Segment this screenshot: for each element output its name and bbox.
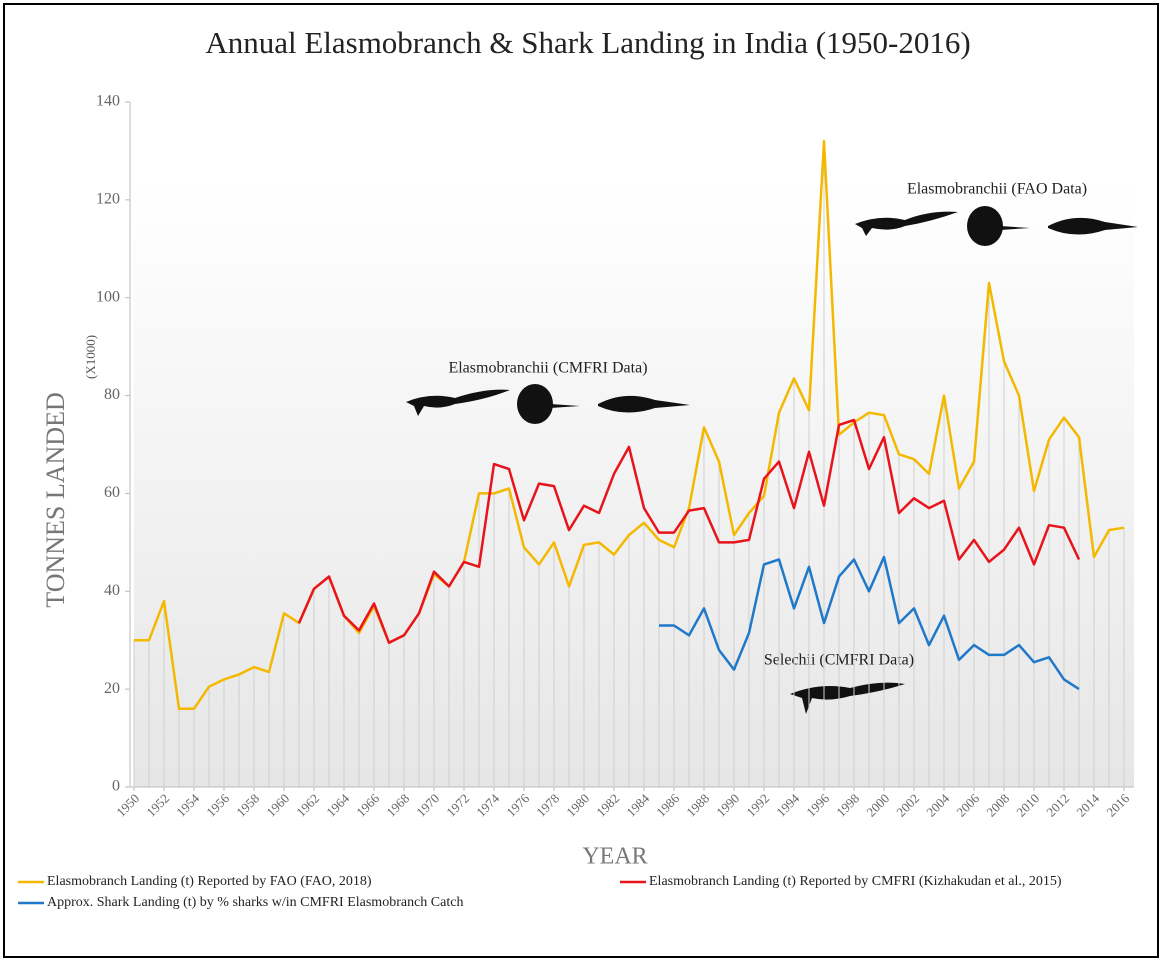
series-line [659, 555, 1080, 691]
x-tick-label: 2012 [1043, 791, 1072, 820]
legend-label: Approx. Shark Landing (t) by % sharks w/… [47, 895, 463, 910]
x-tick-label: 1996 [803, 790, 832, 819]
x-tick-label: 1986 [653, 790, 682, 819]
y-tick-label: 120 [96, 191, 120, 208]
x-tick-label: 1952 [143, 791, 172, 820]
x-tick-label: 1980 [563, 791, 592, 820]
y-tick-label: 140 [96, 93, 120, 110]
x-tick-label: 1994 [773, 790, 802, 819]
x-tick-label: 1954 [173, 790, 202, 819]
y-tick-label: 40 [104, 582, 120, 599]
y-tick-label: 20 [104, 680, 120, 697]
x-tick-label: 2006 [953, 790, 982, 819]
x-tick-label: 1964 [323, 790, 352, 819]
legend: Elasmobranch Landing (t) Reported by FAO… [18, 874, 1062, 910]
x-tick-label: 1998 [833, 791, 862, 820]
x-tick-label: 1984 [623, 790, 652, 819]
x-tick-label: 1962 [293, 791, 322, 820]
chart-title: Annual Elasmobranch & Shark Landing in I… [205, 25, 970, 60]
x-tick-label: 2000 [863, 791, 892, 820]
x-tick-label: 2002 [893, 791, 922, 820]
x-tick-label: 1966 [353, 790, 382, 819]
x-tick-label: 2016 [1103, 790, 1132, 819]
y-axis-label: TONNES LANDED [41, 392, 70, 607]
x-tick-label: 1960 [263, 791, 292, 820]
x-tick-label: 2014 [1073, 790, 1102, 819]
x-tick-label: 2010 [1013, 791, 1042, 820]
annotation: Elasmobranchii (FAO Data) [907, 181, 1087, 198]
x-tick-label: 1968 [383, 791, 412, 820]
x-tick-label: 1988 [683, 791, 712, 820]
y-tick-label: 80 [104, 386, 120, 403]
x-tick-label: 1958 [233, 791, 262, 820]
x-tick-label: 1976 [503, 790, 532, 819]
x-tick-label: 2008 [983, 791, 1012, 820]
legend-label: Elasmobranch Landing (t) Reported by CMF… [649, 874, 1062, 889]
x-tick-label: 2004 [923, 790, 952, 819]
x-tick-label: 1974 [473, 790, 502, 819]
y-unit-label: (X1000) [83, 335, 98, 379]
x-tick-label: 1970 [413, 791, 442, 820]
frame [3, 3, 1159, 958]
x-tick-label: 1978 [533, 791, 562, 820]
legend-label: Elasmobranch Landing (t) Reported by FAO… [47, 874, 372, 889]
x-tick-label: 1990 [713, 791, 742, 820]
x-tick-label: 1950 [113, 791, 142, 820]
annotation: Elasmobranchii (CMFRI Data) [448, 360, 647, 377]
fish-silhouettes [406, 206, 1138, 714]
x-tick-label: 1982 [593, 791, 622, 820]
x-tick-label: 1972 [443, 791, 472, 820]
y-tick-label: 0 [112, 778, 120, 795]
x-tick-label: 1956 [203, 790, 232, 819]
x-tick-label: 1992 [743, 791, 772, 820]
plot-background [134, 180, 1134, 787]
y-tick-label: 100 [96, 288, 120, 305]
series-line [297, 418, 1081, 644]
y-tick-label: 60 [104, 484, 120, 501]
x-axis-label: YEAR [582, 844, 647, 870]
